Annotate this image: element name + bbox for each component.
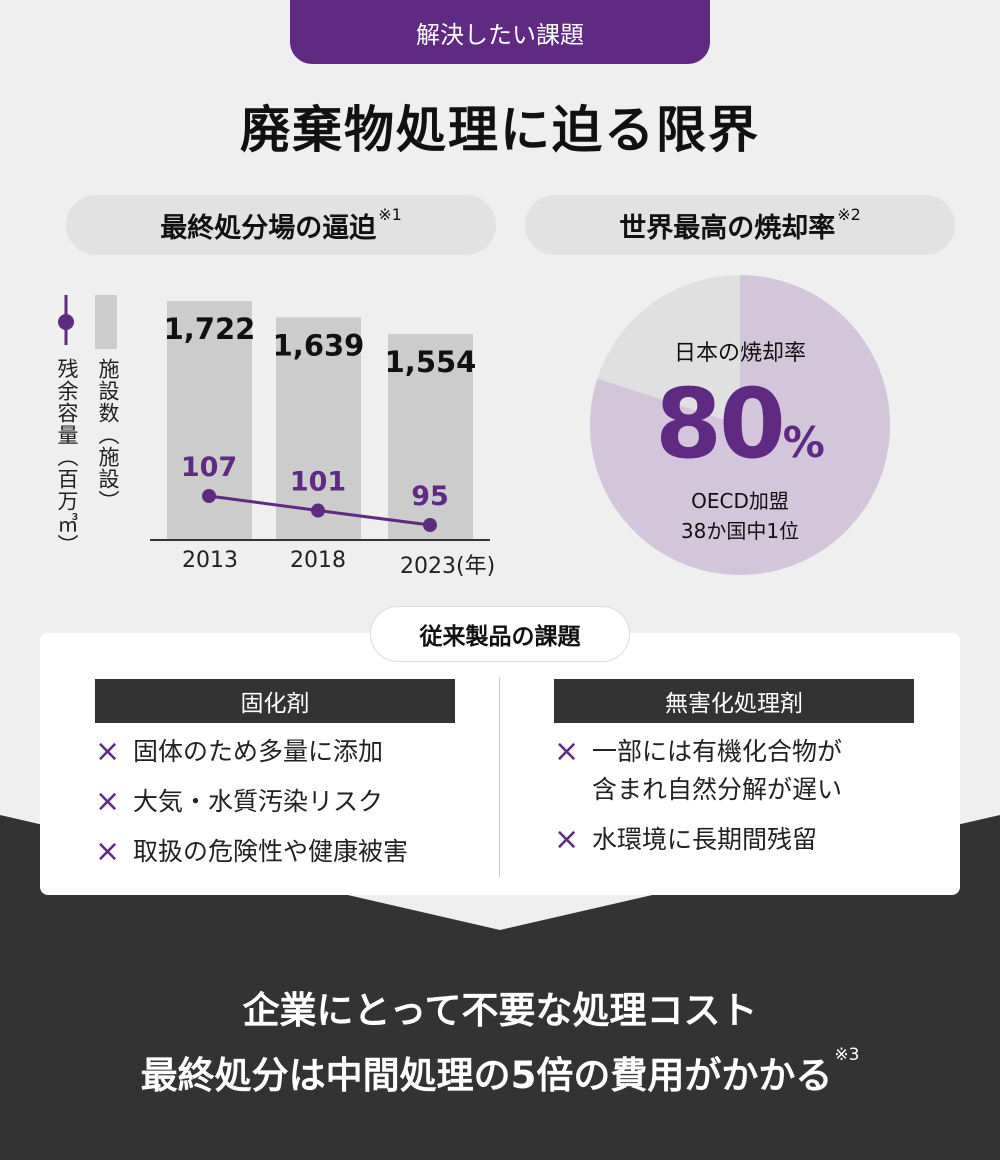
issue-text: 取扱の危険性や健康被害 <box>133 837 409 866</box>
issues-heading: 従来製品の課題 <box>370 606 630 662</box>
pie-value-unit: % <box>782 418 825 467</box>
landfill-heading-text: 最終処分場の逼迫 <box>160 212 377 244</box>
line-legend-dot <box>58 314 74 330</box>
issue-text: 固体のため多量に添加 <box>133 737 384 766</box>
x-unit: (年) <box>456 554 496 579</box>
bar-label-2013: 1,722 <box>164 312 256 346</box>
issue-item: × 固体のため多量に添加 <box>95 733 455 771</box>
incineration-heading: 世界最高の焼却率 ※2 <box>525 195 955 255</box>
bottom-line-2: 最終処分は中間処理の5倍の費用がかかる ※3 <box>0 1045 1000 1099</box>
line-label-2013: 107 <box>181 452 237 483</box>
footnote-1: ※1 <box>378 205 402 224</box>
column-divider <box>499 677 500 877</box>
incineration-pie <box>590 275 890 575</box>
footnote-2: ※2 <box>837 205 861 224</box>
issues-card: 固化剤 × 固体のため多量に添加 × 大気・水質汚染リスク × 取扱の危険性や健康被害 無… <box>40 633 960 895</box>
line-label-2023: 95 <box>411 481 449 512</box>
x-tick-2023: 2023(年) <box>400 548 495 580</box>
incineration-heading-text: 世界最高の焼却率 <box>619 212 836 244</box>
pie-value-number: 80 <box>655 368 786 480</box>
issue-text: 一部には有機化合物が 含まれ自然分解が遅い <box>592 737 843 804</box>
page-title: 廃棄物処理に迫る限界 <box>240 101 760 159</box>
bar-label-2018: 1,639 <box>273 328 365 362</box>
bottom-line-1: 企業にとって不要な処理コスト <box>242 989 758 1032</box>
issue-column-solidifier: 固化剤 × 固体のため多量に添加 × 大気・水質汚染リスク × 取扱の危険性や健康被害 <box>95 679 455 883</box>
issue-item: × 一部には有機化合物が 含まれ自然分解が遅い <box>554 733 914 809</box>
column-title: 固化剤 <box>95 679 455 723</box>
footnote-3: ※3 <box>834 1045 860 1065</box>
issue-text: 水環境に長期間残留 <box>592 825 818 854</box>
issue-text: 大気・水質汚染リスク <box>133 787 384 816</box>
pie-title: 日本の焼却率 <box>673 341 806 366</box>
cross-icon: × <box>95 734 121 769</box>
cross-icon: × <box>95 784 121 819</box>
legend-line-label: 残余容量（百万㎥） <box>55 358 79 556</box>
issue-item: × 取扱の危険性や健康被害 <box>95 833 455 871</box>
x-tick-2018: 2018 <box>290 548 346 573</box>
bottom-line-2-text: 最終処分は中間処理の5倍の費用がかかる <box>140 1054 833 1097</box>
section-tag: 解決したい課題 <box>290 0 710 64</box>
column-title: 無害化処理剤 <box>554 679 914 723</box>
issue-item: × 水環境に長期間残留 <box>554 821 914 859</box>
line-point-2023 <box>423 518 437 533</box>
pie-slice-japan <box>590 275 890 575</box>
bar-2018 <box>276 317 361 540</box>
x-tick-2023-text: 2023 <box>400 554 456 579</box>
bar-line-chart: 1,722 1,639 1,554 107 101 95 <box>150 301 490 541</box>
cross-icon: × <box>554 822 580 857</box>
pie-subtitle-line1: OECD加盟 <box>691 489 789 513</box>
pie-subtitle-line2: 38か国中1位 <box>680 519 800 543</box>
issue-column-detox: 無害化処理剤 × 一部には有機化合物が 含まれ自然分解が遅い × 水環境に長期間残留 <box>554 679 914 871</box>
bar-2023 <box>388 334 473 540</box>
line-label-2018: 101 <box>290 467 346 498</box>
cross-icon: × <box>95 834 121 869</box>
pie-value: 80% <box>590 368 890 480</box>
bar-legend-icon <box>95 295 117 349</box>
legend-bar-label: 施設数（施設） <box>96 358 120 512</box>
pie-subtitle: OECD加盟 38か国中1位 <box>590 486 890 546</box>
line-point-2013 <box>202 489 216 503</box>
cross-icon: × <box>554 734 580 769</box>
line-point-2018 <box>311 503 325 518</box>
chart-legend-markers <box>58 295 117 349</box>
x-tick-2013: 2013 <box>182 548 238 573</box>
landfill-heading: 最終処分場の逼迫 ※1 <box>66 195 496 255</box>
issue-item: × 大気・水質汚染リスク <box>95 783 455 821</box>
bar-label-2023: 1,554 <box>385 345 477 379</box>
